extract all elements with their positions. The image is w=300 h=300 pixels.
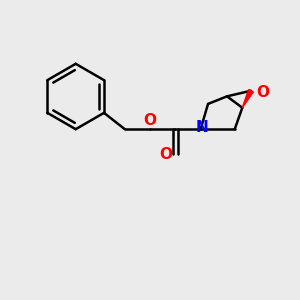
Polygon shape bbox=[242, 89, 253, 108]
Text: N: N bbox=[196, 120, 208, 135]
Text: O: O bbox=[256, 85, 269, 100]
Text: O: O bbox=[144, 113, 157, 128]
Text: O: O bbox=[159, 147, 172, 162]
